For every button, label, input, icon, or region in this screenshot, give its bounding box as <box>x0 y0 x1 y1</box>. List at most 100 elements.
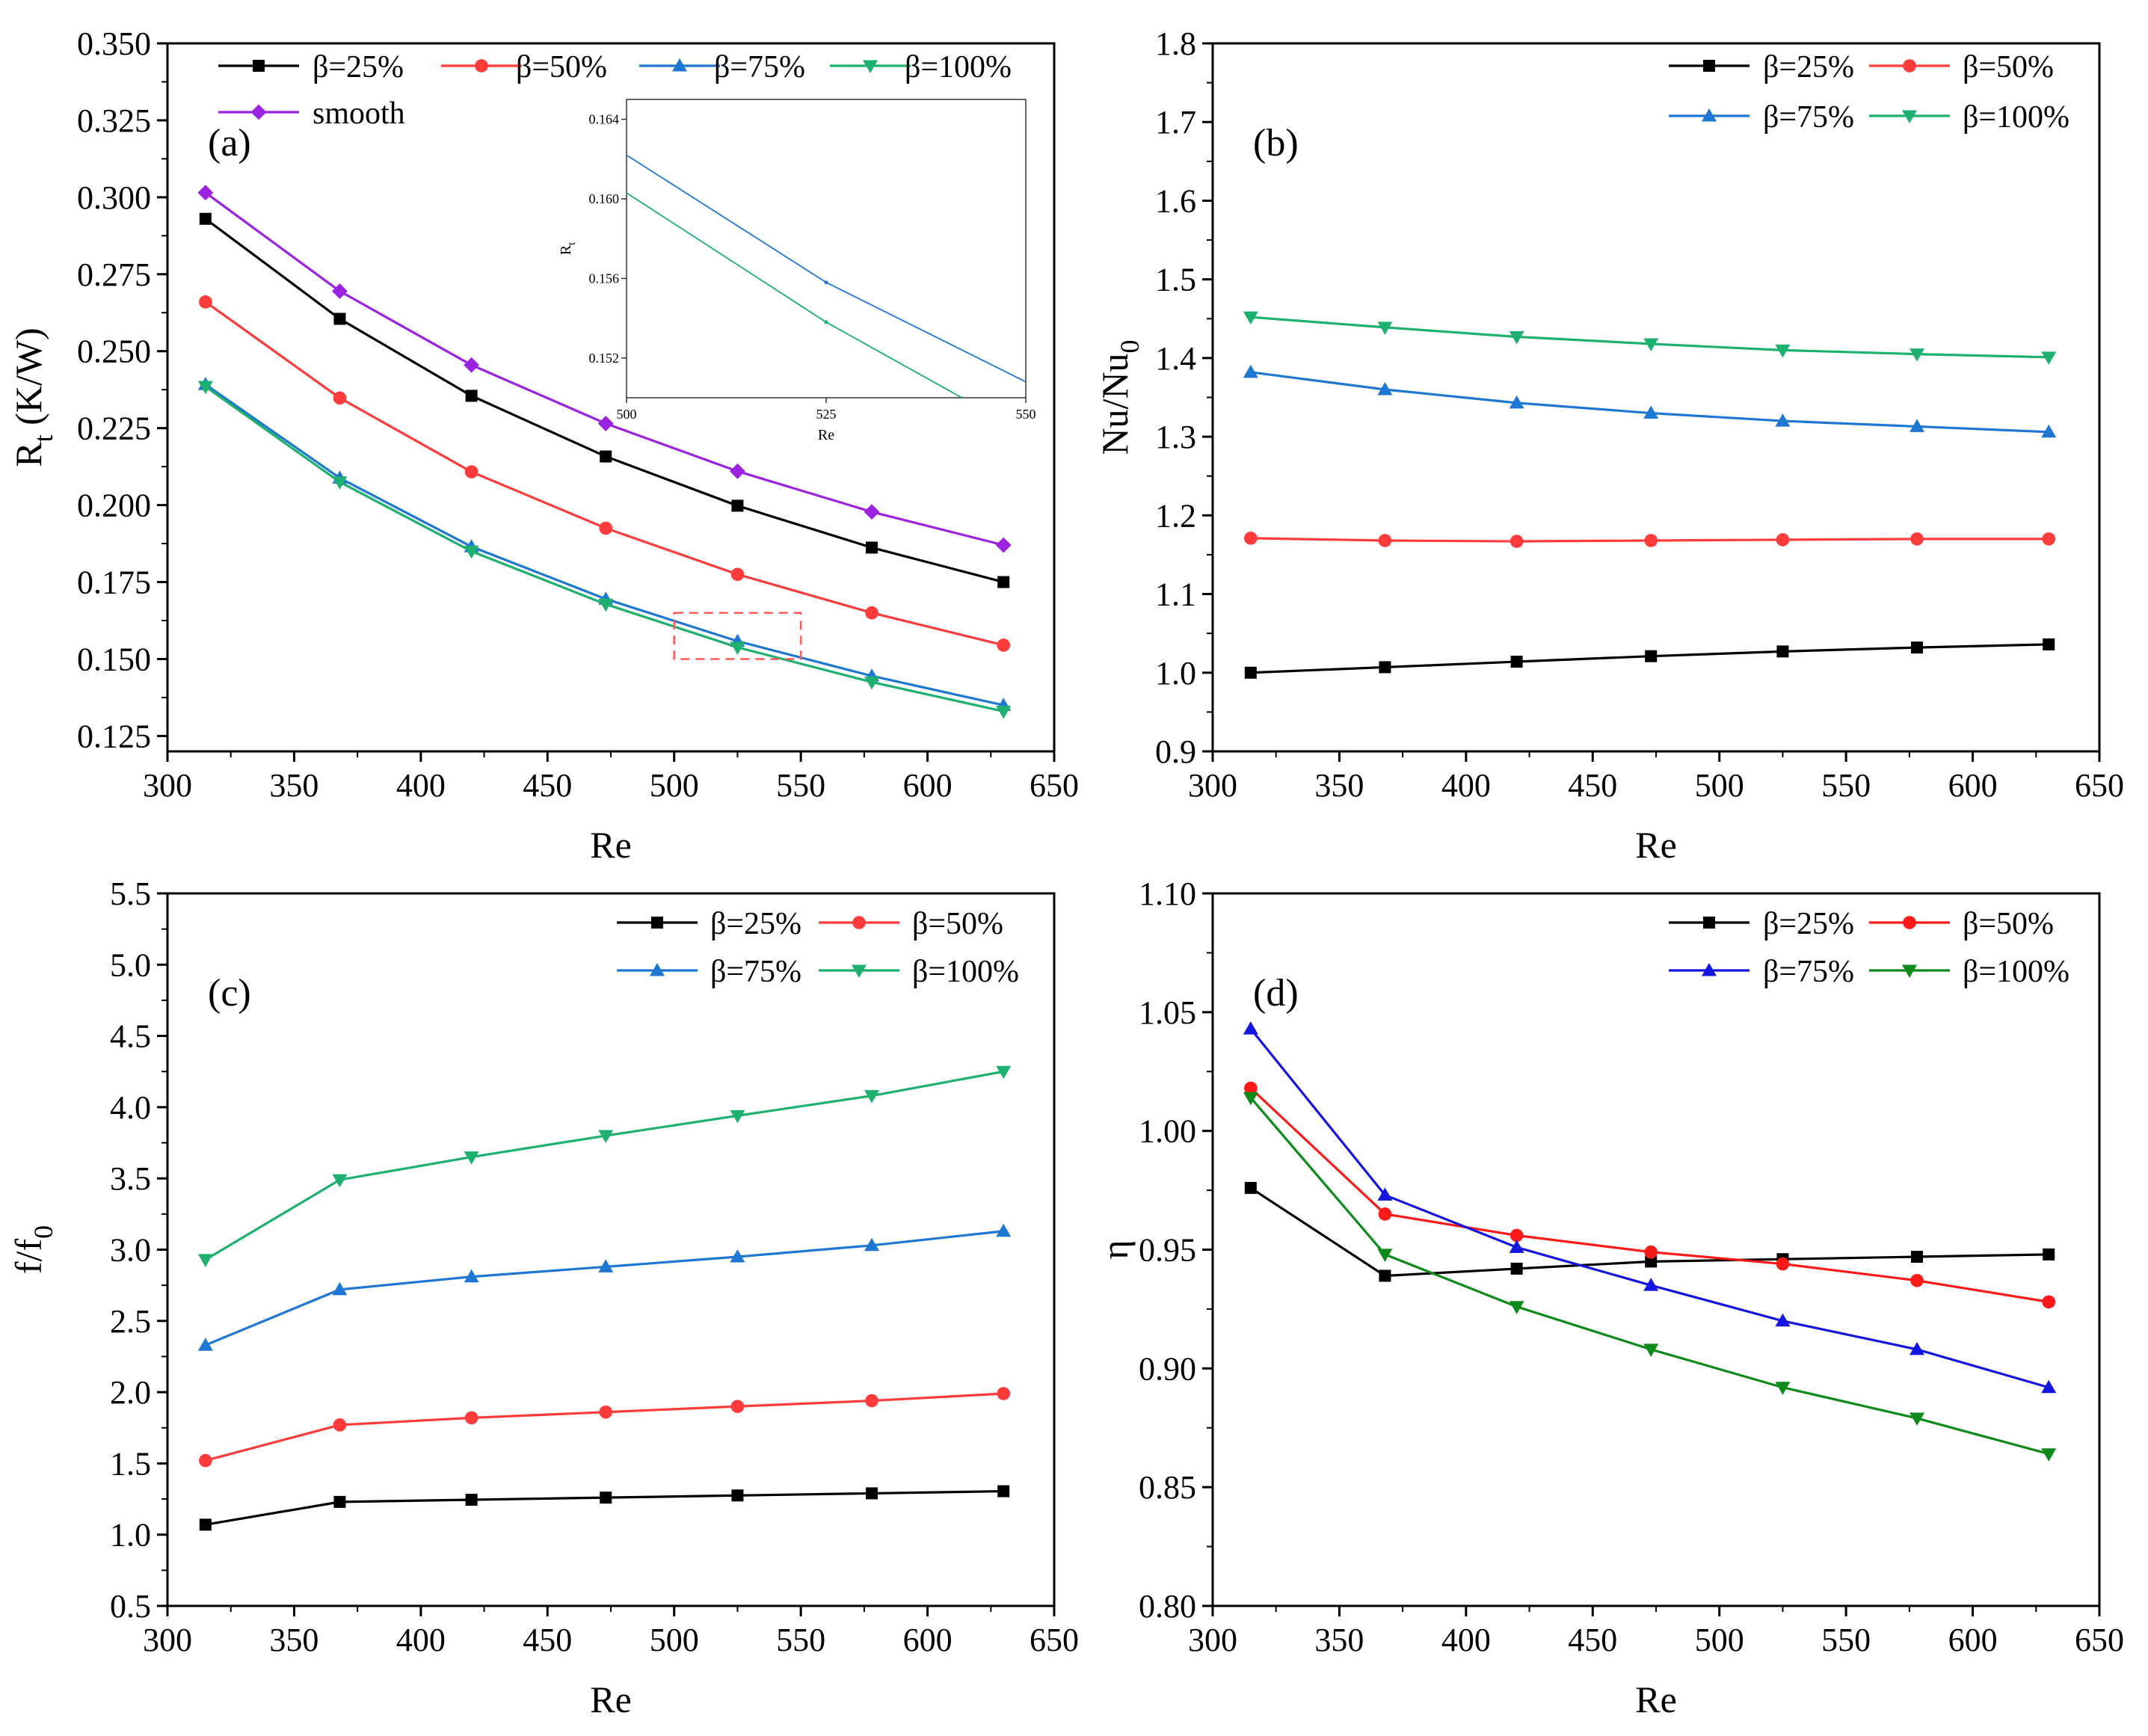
chart-a-xtick-label: 550 <box>776 767 825 804</box>
chart-c-ytick-label: 2.5 <box>110 1303 151 1340</box>
chart-c-xtick-label: 350 <box>269 1622 318 1658</box>
chart-b-series-3-line <box>1250 316 2049 359</box>
chart-d-series-3-line <box>1249 1097 2049 1456</box>
chart-a-series-1-point <box>997 638 1011 652</box>
chart-d-panel-label: (d) <box>1253 972 1299 1015</box>
chart-c-legend-marker <box>852 964 867 978</box>
chart-a-legend-marker <box>253 60 265 72</box>
chart-a-ytick-label: 0.300 <box>77 179 151 216</box>
chart-a-legend-label: β=100% <box>905 50 1012 84</box>
chart-a-inset: 500 525 550 0.152 0.156 0.160 0.164 Re Rt <box>558 99 1036 443</box>
chart-b-ytick-label: 1.6 <box>1155 182 1196 219</box>
chart-b-series-2-point <box>1643 405 1659 419</box>
chart-b-ytick-label: 1.5 <box>1155 262 1196 298</box>
chart-d-xtick-label: 450 <box>1568 1622 1617 1658</box>
chart-c-series-1-point <box>865 1394 878 1408</box>
chart-d-series-3-point <box>1377 1249 1393 1262</box>
chart-c-series-3-point <box>197 1254 213 1267</box>
chart-d-legend-label: β=25% <box>1763 907 1854 941</box>
chart-b-series-3-point <box>1377 321 1393 335</box>
chart-a-xtick-label: 350 <box>269 767 318 804</box>
chart-a-inset-ylabel: Rt <box>558 242 578 255</box>
chart-d-series-2-point <box>1909 1341 1925 1355</box>
chart-b-panel-label: (b) <box>1253 122 1299 164</box>
chart-a-series-0-point <box>465 390 478 402</box>
chart-a-legend-marker <box>250 104 267 120</box>
chart-c-series-0-point <box>997 1485 1010 1498</box>
chart-c-series-1-point <box>333 1418 347 1432</box>
chart-a-series-4-point <box>464 357 480 373</box>
chart-d-series-2-point <box>1775 1313 1791 1327</box>
chart-a-inset-series-1-point <box>824 320 828 324</box>
chart-d-series-2-point <box>2041 1379 2057 1394</box>
chart-d-series-1-point <box>1244 1081 1258 1095</box>
chart-a-zoom-box <box>673 612 802 660</box>
chart-d-series-3-point <box>1775 1382 1791 1395</box>
chart-b-xtick-label: 300 <box>1188 767 1237 804</box>
chart-a-inset-xtick-label: 550 <box>1016 407 1036 422</box>
chart-c-series-0-point <box>731 1489 744 1502</box>
chart-a-ylabel: Rt (K/W) <box>7 327 58 467</box>
chart-d-xlabel: Re <box>1635 1678 1677 1720</box>
chart-c-ytick-label: 3.0 <box>110 1232 151 1269</box>
chart-c-xtick-label: 450 <box>523 1622 572 1658</box>
chart-b-ytick-label: 1.4 <box>1155 340 1196 377</box>
chart-c-series-3-point <box>864 1090 880 1104</box>
chart-a-series-3-point <box>197 381 213 395</box>
chart-b-xlabel: Re <box>1635 824 1677 866</box>
chart-c-legend-label: β=75% <box>710 955 801 989</box>
chart-a-inset-ytick-label: 0.160 <box>589 191 620 206</box>
chart-b-legend-label: β=25% <box>1763 50 1854 84</box>
chart-a-series-0-point <box>866 541 878 554</box>
chart-a-series-0-point <box>731 499 744 512</box>
chart-d-ylabel: η <box>1094 1240 1136 1259</box>
chart-d-series-1-point <box>2042 1295 2056 1309</box>
chart-c-series-2-point <box>464 1269 479 1283</box>
chart-a-xtick-label: 300 <box>143 767 192 804</box>
chart-b-legend-marker <box>1903 59 1916 73</box>
chart-a-xtick-label: 600 <box>903 767 953 804</box>
chart-a-series-4-point <box>864 504 880 520</box>
chart-a-inset-ytick-label: 0.152 <box>589 351 620 366</box>
chart-b-ytick-label: 1.7 <box>1155 104 1196 141</box>
chart-a-series-3-point <box>730 641 745 655</box>
chart-a-inset-series-0-point <box>824 280 828 285</box>
chart-d-xtick-label: 600 <box>1948 1622 1998 1658</box>
chart-a-xtick-label: 400 <box>396 767 446 804</box>
chart-b-series-2-point <box>1377 381 1393 395</box>
chart-a-series-3-point <box>996 705 1012 719</box>
chart-c-series-0-point <box>199 1518 212 1531</box>
chart-c-series-1-line <box>205 1392 1004 1462</box>
chart-a-ytick-label: 0.125 <box>77 718 151 754</box>
chart-b-ytick-label: 1.0 <box>1155 655 1196 692</box>
chart-a-legend-label: β=25% <box>313 50 404 84</box>
chart-a-xlabel: Re <box>590 824 632 866</box>
chart-b-legend-label: β=100% <box>1963 100 2069 135</box>
chart-a-series-3-line <box>204 385 1004 713</box>
chart-d-xtick-label: 300 <box>1188 1622 1237 1658</box>
chart-d-series-2-point <box>1377 1187 1393 1201</box>
chart-b-series-2-point <box>1909 419 1925 432</box>
chart-c-legend-marker <box>651 917 663 929</box>
chart-a-ytick-label: 0.200 <box>77 487 151 524</box>
chart-a-inset-ytick-label: 0.156 <box>589 271 620 286</box>
chart-c-series-1-point <box>464 1411 478 1425</box>
chart-c-series-3-point <box>730 1109 745 1124</box>
chart-b-series-2-point <box>2041 424 2057 438</box>
chart-b-series-2-point <box>1509 395 1524 409</box>
chart-b-series-3-point <box>1909 348 1925 362</box>
chart-d-ytick-label: 0.90 <box>1139 1350 1196 1387</box>
chart-b-xtick-label: 650 <box>2075 767 2124 804</box>
chart-a-xtick-label: 650 <box>1030 767 1079 804</box>
chart-b-series-3-point <box>2041 351 2057 365</box>
chart-d-series-1-point <box>1510 1228 1524 1243</box>
chart-c-ytick-label: 1.0 <box>110 1517 151 1554</box>
chart-c-series-3-point <box>996 1065 1012 1080</box>
chart-a-series-0-point <box>333 313 346 325</box>
chart-c-series-1-point <box>599 1405 613 1419</box>
chart-c-series-1-point <box>199 1453 212 1468</box>
chart-c-xlabel: Re <box>590 1678 632 1720</box>
chart-d-legend-label: β=100% <box>1963 955 2069 989</box>
chart-b-series-0-point <box>1911 641 1924 654</box>
